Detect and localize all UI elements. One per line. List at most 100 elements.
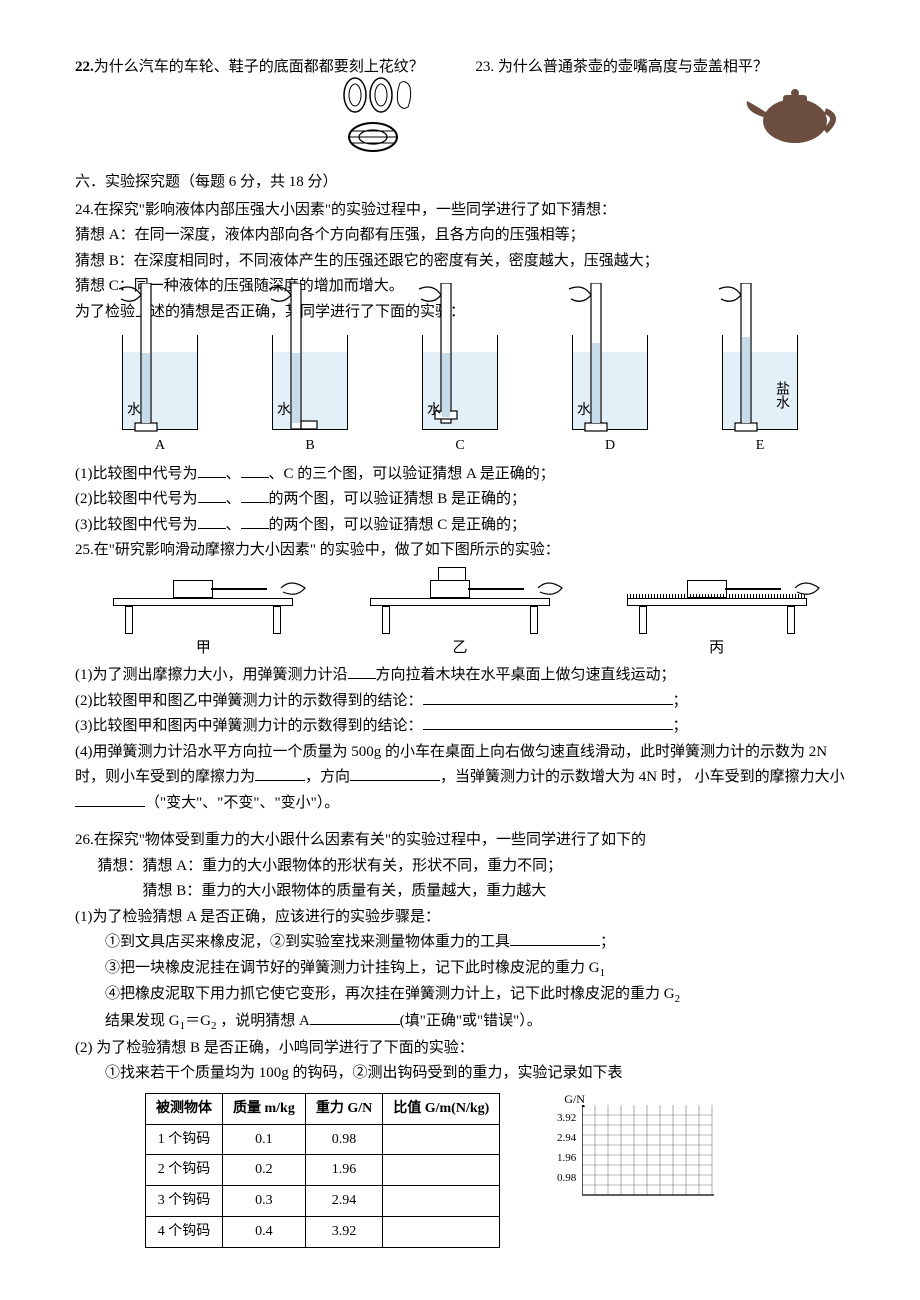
blank[interactable] <box>423 690 673 705</box>
td: 0.1 <box>223 1124 306 1155</box>
data-table: 被测物体 质量 m/kg 重力 G/N 比值 G/m(N/kg) 1 个钩码 0… <box>145 1093 500 1248</box>
blank[interactable] <box>198 514 226 529</box>
hand-tube-icon <box>711 283 811 433</box>
q22-q23-row: 22.为什么汽车的车轮、鞋子的底面都都要刻上花纹？ 23. 为什么普通茶壶的壶嘴… <box>75 55 845 166</box>
beaker-letter: D <box>572 434 648 458</box>
q22-number: 22. <box>75 59 94 75</box>
td: 1 个钩码 <box>146 1124 223 1155</box>
td: 0.3 <box>223 1186 306 1217</box>
q24-intro: 24.在探究"影响液体内部压强大小因素"的实验过程中，一些同学进行了如下猜想： <box>75 198 845 224</box>
td: 2 个钩码 <box>146 1155 223 1186</box>
chart: G/N 3.92 2.94 1.96 0.98 <box>540 1095 720 1205</box>
q26-s5: 结果发现 G1＝G2 ，说明猜想 A(填"正确"或"错误"）。 <box>75 1009 845 1036</box>
q24-guess-a: 猜想 A：在同一深度，液体内部向各个方向都有压强，且各方向的压强相等； <box>75 223 845 249</box>
q26-s5d: (填"正确"或"错误"）。 <box>400 1013 542 1029</box>
q25-diagrams: 甲 乙 丙 <box>75 572 845 662</box>
q26-s1a: ①到文具店买来橡皮泥，②到实验室找来测量物体重力的工具 <box>105 934 510 950</box>
beaker-b: 水 B <box>272 335 348 458</box>
q25-p4d: （"变大"、"不变"、"变小"）。 <box>145 795 339 811</box>
td: 3.92 <box>305 1217 382 1248</box>
blank[interactable] <box>241 514 269 529</box>
q24-p2: (2)比较图中代号为、的两个图，可以验证猜想 B 是正确的； <box>75 487 845 513</box>
q26-s3t: ③把一块橡皮泥挂在调节好的弹簧测力计挂钩上，记下此时橡皮泥的重力 G <box>105 960 600 976</box>
q25-p1a: (1)为了测出摩擦力大小，用弹簧测力计沿 <box>75 667 348 683</box>
ytick: 3.92 <box>540 1109 576 1128</box>
beaker-c: 水 C <box>422 335 498 458</box>
blank[interactable] <box>75 792 145 807</box>
td: 3 个钩码 <box>146 1186 223 1217</box>
q24-p3: (3)比较图中代号为、的两个图，可以验证猜想 C 是正确的； <box>75 513 845 539</box>
tire-shoe-icon <box>335 77 445 155</box>
blank[interactable] <box>198 463 226 478</box>
hand-tube-icon <box>561 283 661 433</box>
q24-diagrams: 水 A 水 B <box>85 335 835 458</box>
liquid-label: 水 <box>277 399 291 423</box>
table-row: 4 个钩码 0.4 3.92 <box>146 1217 500 1248</box>
beaker-d: 水 D <box>572 335 648 458</box>
q24-p2a: (2)比较图中代号为 <box>75 491 198 507</box>
q26-s4: ④把橡皮泥取下用力抓它使它变形，再次挂在弹簧测力计上，记下此时橡皮泥的重力 G2 <box>75 982 845 1009</box>
td: 2.94 <box>305 1186 382 1217</box>
q23-number: 23. <box>475 59 494 75</box>
beaker-letter: B <box>272 434 348 458</box>
blank[interactable] <box>241 463 269 478</box>
table-header-row: 被测物体 质量 m/kg 重力 G/N 比值 G/m(N/kg) <box>146 1093 500 1124</box>
hand-tube-icon <box>111 283 211 433</box>
ytick: 2.94 <box>540 1129 576 1148</box>
blank[interactable] <box>348 664 376 679</box>
th: 质量 m/kg <box>223 1093 306 1124</box>
fric-label: 乙 <box>370 636 550 662</box>
q26-p1: (1)为了检验猜想 A 是否正确，应该进行的实验步骤是： <box>75 905 845 931</box>
q22: 22.为什么汽车的车轮、鞋子的底面都都要刻上花纹？ <box>75 55 445 166</box>
q26-s1: ①到文具店买来橡皮泥，②到实验室找来测量物体重力的工具 ； <box>75 930 845 956</box>
sub-2: 2 <box>675 993 681 1005</box>
q23: 23. 为什么普通茶壶的壶嘴高度与壶盖相平？ <box>475 55 845 166</box>
hand-icon <box>279 578 309 596</box>
q24-p1a: (1)比较图中代号为 <box>75 466 198 482</box>
q26-p2s1: ①找来若干个质量均为 100g 的钩码，②测出钩码受到的重力，实验记录如下表 <box>75 1061 845 1087</box>
q26-s1b: ； <box>600 934 615 950</box>
beaker-letter: C <box>422 434 498 458</box>
beaker-e: 盐水 E <box>722 335 798 458</box>
q24-p2b: 的两个图，可以验证猜想 B 是正确的； <box>269 491 527 507</box>
table-row: 2 个钩码 0.2 1.96 <box>146 1155 500 1186</box>
q22-text: 为什么汽车的车轮、鞋子的底面都都要刻上花纹？ <box>94 59 424 75</box>
fric-label: 丙 <box>627 636 807 662</box>
table-row: 3 个钩码 0.3 2.94 <box>146 1186 500 1217</box>
friction-bing: 丙 <box>627 572 807 662</box>
blank[interactable] <box>198 488 226 503</box>
table-chart-row: 被测物体 质量 m/kg 重力 G/N 比值 G/m(N/kg) 1 个钩码 0… <box>75 1087 845 1248</box>
q24: 24.在探究"影响液体内部压强大小因素"的实验过程中，一些同学进行了如下猜想： … <box>75 198 845 539</box>
q26-s5b: ＝G <box>185 1013 211 1029</box>
blank[interactable] <box>310 1010 400 1025</box>
blank[interactable] <box>510 931 600 946</box>
liquid-label: 水 <box>577 399 591 423</box>
hand-tube-icon <box>261 283 361 433</box>
td <box>383 1124 500 1155</box>
q26-p2: (2) 为了检验猜想 B 是否正确，小鸣同学进行了下面的实验： <box>75 1036 845 1062</box>
td <box>383 1155 500 1186</box>
teapot-icon <box>725 81 845 151</box>
liquid-label: 水 <box>127 399 141 423</box>
table-row: 1 个钩码 0.1 0.98 <box>146 1124 500 1155</box>
ytick: 0.98 <box>540 1169 576 1188</box>
q24-guess-b: 猜想 B：在深度相同时，不同液体产生的压强还跟它的密度有关，密度越大，压强越大； <box>75 249 845 275</box>
q25-p2t: (2)比较图甲和图乙中弹簧测力计的示数得到的结论： <box>75 693 423 709</box>
q26-guessB: 猜想 B：重力的大小跟物体的质量有关，质量越大，重力越大 <box>75 879 845 905</box>
th: 被测物体 <box>146 1093 223 1124</box>
blank[interactable] <box>241 488 269 503</box>
blank[interactable] <box>423 715 673 730</box>
q25-p4c: ，当弹簧测力计的示数增大为 4N 时， 小车受到的摩擦力大小 <box>440 769 845 785</box>
q24-p1b: C 的三个图，可以验证猜想 A 是正确的； <box>284 466 555 482</box>
hand-tube-icon <box>411 283 511 433</box>
q26-guessA: 猜想：猜想 A：重力的大小跟物体的形状有关，形状不同，重力不同； <box>75 854 845 880</box>
blank[interactable] <box>350 766 440 781</box>
teapot-row <box>475 81 845 161</box>
friction-yi: 乙 <box>370 572 550 662</box>
section-6-title: 六．实验探究题（每题 6 分，共 18 分） <box>75 170 845 196</box>
blank[interactable] <box>255 766 305 781</box>
td: 0.2 <box>223 1155 306 1186</box>
th: 重力 G/N <box>305 1093 382 1124</box>
td <box>383 1217 500 1248</box>
q25-intro: 25.在"研究影响滑动摩擦力大小因素" 的实验中，做了如下图所示的实验： <box>75 538 845 564</box>
